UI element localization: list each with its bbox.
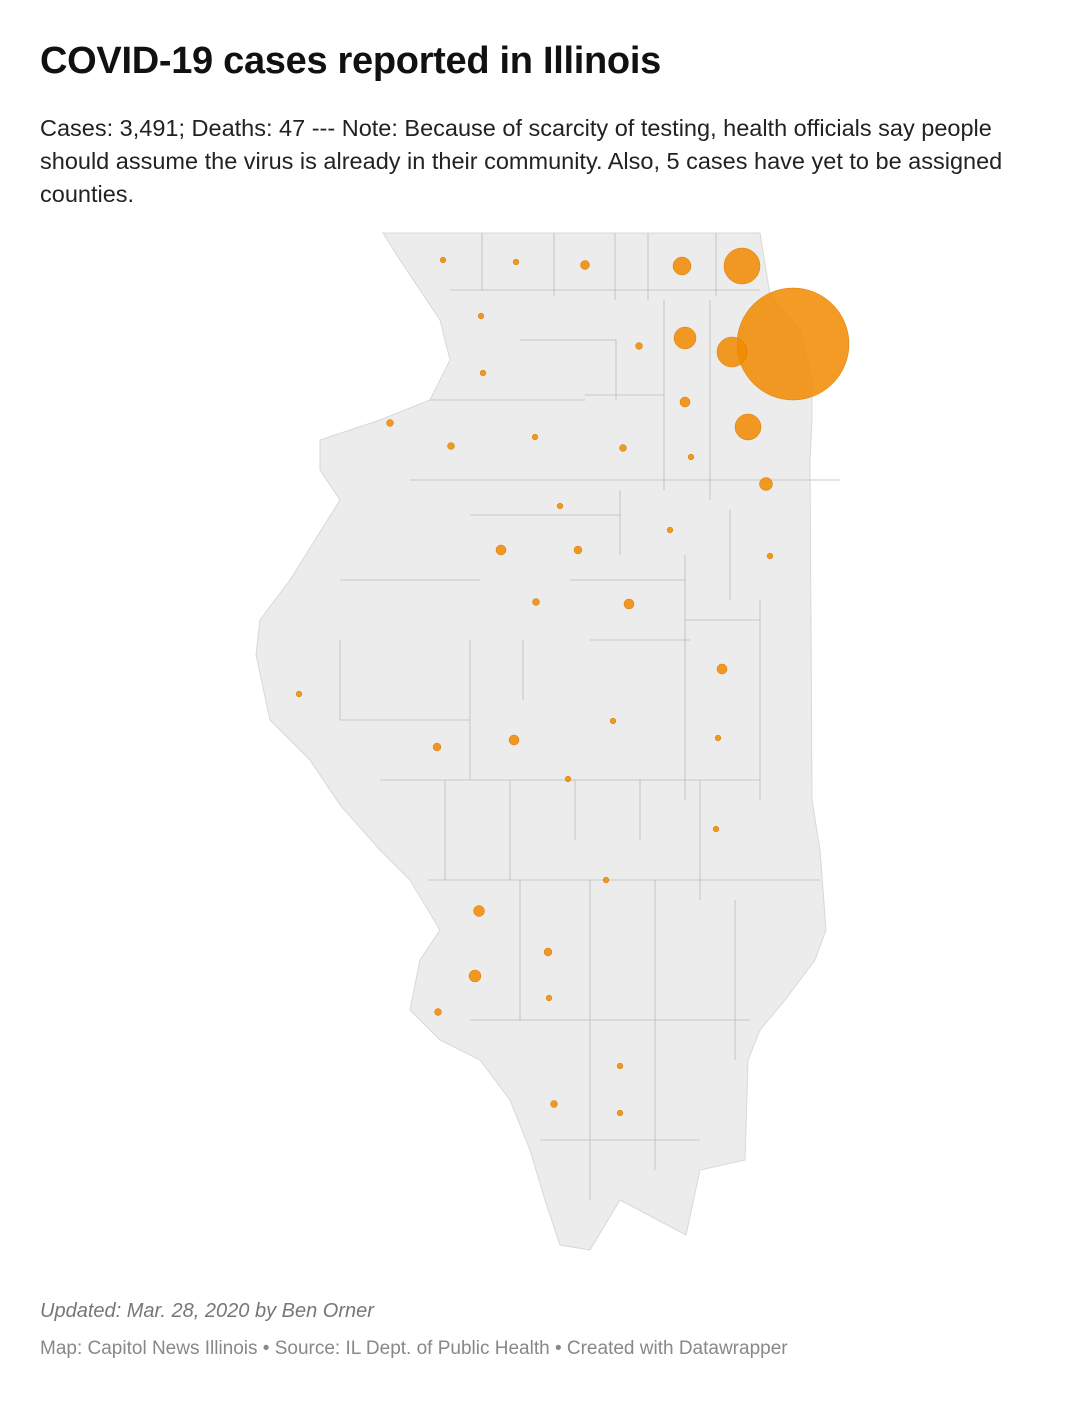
bubbles — [295, 247, 850, 1117]
case-bubble — [512, 258, 520, 266]
case-bubble — [479, 369, 487, 377]
case-bubble — [477, 312, 485, 320]
case-bubble — [635, 342, 643, 350]
source: Map: Capitol News Illinois • Source: IL … — [40, 1338, 788, 1359]
case-bubble — [532, 598, 540, 606]
case-bubble — [295, 690, 303, 698]
case-bubble — [723, 247, 761, 285]
case-bubble — [580, 260, 590, 270]
case-bubble — [759, 477, 773, 491]
case-bubble — [666, 526, 674, 534]
case-bubble — [573, 545, 583, 555]
case-bubble — [623, 598, 635, 610]
title: COVID-19 cases reported in Illinois — [40, 40, 661, 82]
case-bubble — [716, 336, 748, 368]
case-bubble — [508, 734, 520, 746]
case-bubble — [495, 544, 507, 556]
case-bubble — [473, 905, 485, 917]
case-bubble — [734, 413, 762, 441]
case-bubble — [432, 742, 442, 752]
byline: Updated: Mar. 28, 2020 by Ben Orner — [40, 1300, 374, 1322]
case-bubble — [545, 994, 553, 1002]
case-bubble — [386, 419, 394, 427]
case-bubble — [616, 1062, 624, 1070]
case-bubble — [439, 256, 447, 264]
case-bubble — [714, 734, 722, 742]
case-bubble — [609, 717, 617, 725]
case-bubble — [531, 433, 539, 441]
case-bubble — [543, 947, 553, 957]
state-outline — [255, 232, 827, 1251]
case-bubble — [712, 825, 720, 833]
case-bubble — [687, 453, 695, 461]
case-bubble — [672, 256, 692, 276]
case-bubble — [447, 442, 455, 450]
case-bubble — [716, 663, 728, 675]
case-bubble — [766, 552, 774, 560]
case-bubble — [673, 326, 697, 350]
case-bubble — [616, 1109, 624, 1117]
case-bubble — [736, 287, 850, 401]
county-lines — [339, 233, 840, 1200]
subtitle: Cases: 3,491; Deaths: 47 --- Note: Becau… — [40, 115, 1003, 207]
case-bubble — [434, 1008, 442, 1016]
case-bubble — [602, 876, 610, 884]
case-bubble — [550, 1100, 558, 1108]
case-bubble — [619, 444, 627, 452]
case-bubble — [556, 502, 564, 510]
case-bubble — [468, 969, 482, 983]
case-bubble — [679, 396, 691, 408]
case-bubble — [564, 775, 572, 783]
